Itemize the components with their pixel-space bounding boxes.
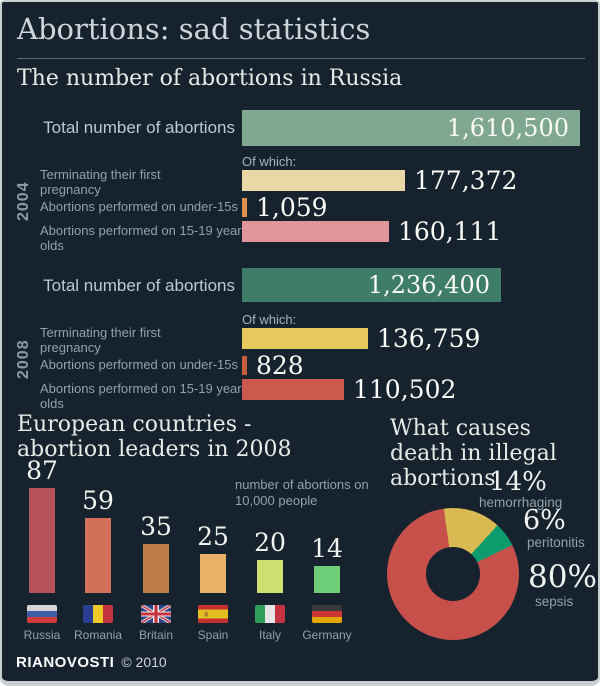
europe-bar-germany (314, 566, 340, 593)
bar-value: 160,111 (398, 217, 502, 246)
of-which-label-2008: Of which: (242, 312, 297, 327)
total-bar-2004: 1,610,500 (242, 110, 580, 146)
bar-label: Terminating their first pregnancy (40, 167, 161, 197)
of-which-label-2004: Of which: (242, 154, 297, 169)
europe-bar-britain (143, 544, 169, 593)
total-value-2004: 1,610,500 (446, 114, 569, 142)
rianovosti-logo: RIANOVOSTI (16, 654, 115, 671)
bar-label: Abortions performed on under-15s (40, 357, 239, 372)
spain-flag-icon (198, 605, 228, 623)
donut-hole (426, 547, 480, 601)
bar-label: Abortions performed on 15-19 year olds (40, 223, 242, 253)
total-value-2008: 1,236,400 (367, 271, 490, 299)
bar-row: 110,502 (242, 375, 457, 404)
bar-value: 828 (256, 351, 304, 380)
section-title-causes: What causes death in illegal abortions (390, 416, 557, 491)
year-label-2004: 2004 (15, 181, 32, 221)
bar-first-pregnancy-2004 (242, 170, 405, 191)
total-label-2004: Total number of abortions (43, 118, 235, 137)
bar-label: Terminating their first pregnancy (40, 325, 161, 355)
europe-bar-value: 87 (26, 456, 58, 485)
bar-first-pregnancy-2008 (242, 328, 368, 349)
bar-15-19-2004 (242, 221, 389, 242)
europe-bar-value: 25 (197, 522, 229, 551)
bar-row: 828 (242, 351, 304, 380)
bar-under-15-2008 (242, 356, 247, 375)
bar-value: 110,502 (353, 375, 457, 404)
pie-value-peritonitis: 6% (523, 505, 566, 536)
romania-flag-icon (83, 605, 113, 623)
country-label: Italy (258, 628, 281, 642)
bar-value: 136,759 (377, 324, 481, 353)
title-divider (17, 58, 585, 59)
total-bar-2008: 1,236,400 (242, 268, 501, 302)
europe-bar-italy (257, 560, 283, 593)
pie-label-sepsis: sepsis (535, 594, 574, 609)
europe-bar-romania (85, 518, 111, 593)
section-title-europe: European countries - abortion leaders in… (17, 412, 292, 462)
copyright: © 2010 (121, 654, 167, 670)
bar-under-15-2004 (242, 198, 247, 217)
europe-bar-value: 59 (82, 486, 114, 515)
pie-value-hemorrhaging: 14% (489, 467, 547, 497)
europe-bar-value: 14 (311, 534, 343, 563)
bar-value: 177,372 (414, 166, 518, 195)
country-label: Russia (23, 628, 61, 642)
europe-axis-note: number of abortions on 10,000 people (235, 477, 369, 508)
bar-15-19-2008 (242, 379, 344, 400)
page-title: Abortions: sad statistics (17, 12, 371, 46)
pie-value-sepsis: 80% (528, 559, 597, 595)
britain-flag-icon (141, 605, 171, 623)
bar-label: Abortions performed on under-15s (40, 199, 239, 214)
bar-value: 1,059 (256, 193, 328, 222)
europe-bar-value: 35 (140, 512, 172, 541)
pie-label-peritonitis: peritonitis (527, 535, 585, 550)
year-label-2008: 2008 (15, 339, 32, 379)
bar-row: 1,059 (242, 193, 328, 222)
country-label: Britain (138, 628, 173, 642)
country-label: Germany (302, 628, 352, 642)
europe-bar-russia (29, 488, 55, 593)
pie-label-hemorrhaging: hemorrhaging (479, 495, 563, 510)
europe-bar-spain (200, 554, 226, 593)
country-label: Romania (73, 628, 123, 642)
section-title-russia: The number of abortions in Russia (17, 66, 403, 91)
total-label-2008: Total number of abortions (43, 276, 235, 295)
europe-bar-value: 20 (254, 528, 286, 557)
italy-flag-icon (255, 605, 285, 623)
country-label: Spain (197, 628, 229, 642)
bar-row: 177,372 (242, 166, 518, 195)
bar-label: Abortions performed on 15-19 year olds (40, 381, 242, 411)
russia-flag-icon (27, 605, 57, 623)
germany-flag-icon (312, 605, 342, 623)
bar-row: 136,759 (242, 324, 481, 353)
footer: RIANOVOSTI © 2010 (16, 654, 167, 671)
bar-row: 160,111 (242, 217, 502, 246)
